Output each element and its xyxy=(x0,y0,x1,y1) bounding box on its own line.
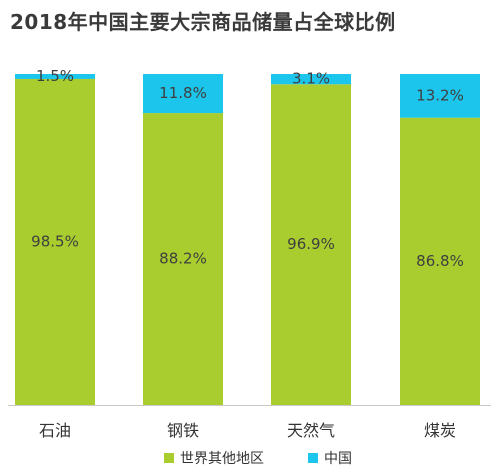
bar-segment-world-3 xyxy=(271,84,351,406)
legend-swatch-world xyxy=(164,453,174,463)
data-label-china-2: 11.8% xyxy=(159,84,207,102)
bars-group: 98.5% 1.5% 88.2% 11.8% 96.9% 3.1% 86.8% 13.2% xyxy=(15,67,480,406)
legend-label-world: 世界其他地区 xyxy=(180,451,264,467)
legend: 世界其他地区 中国 xyxy=(164,451,352,467)
data-label-china-4: 13.2% xyxy=(416,86,464,104)
bar-segment-world-2 xyxy=(143,113,223,406)
category-label-3: 天然气 xyxy=(287,421,335,440)
category-labels: 石油 钢铁 天然气 煤炭 xyxy=(39,421,456,440)
category-label-4: 煤炭 xyxy=(424,421,456,440)
chart-title: 2018年中国主要大宗商品储量占全球比例 xyxy=(10,10,396,34)
bar-segment-world-4 xyxy=(400,117,480,405)
bar-segment-china-1 xyxy=(15,74,95,79)
data-label-china-3: 3.1% xyxy=(292,70,330,88)
category-label-2: 钢铁 xyxy=(167,421,199,440)
bar-segment-china-3 xyxy=(271,74,351,85)
bar-segment-china-4 xyxy=(400,74,480,118)
data-label-china-1: 1.5% xyxy=(36,67,74,85)
legend-label-china: 中国 xyxy=(324,451,352,467)
bar-segment-world-1 xyxy=(15,78,95,405)
data-label-world-2: 88.2% xyxy=(159,250,207,268)
category-label-1: 石油 xyxy=(39,421,71,440)
legend-swatch-china xyxy=(308,453,318,463)
data-label-world-4: 86.8% xyxy=(416,252,464,270)
data-label-world-1: 98.5% xyxy=(31,232,79,250)
bar-segment-china-2 xyxy=(143,74,223,114)
data-label-world-3: 96.9% xyxy=(287,235,335,253)
